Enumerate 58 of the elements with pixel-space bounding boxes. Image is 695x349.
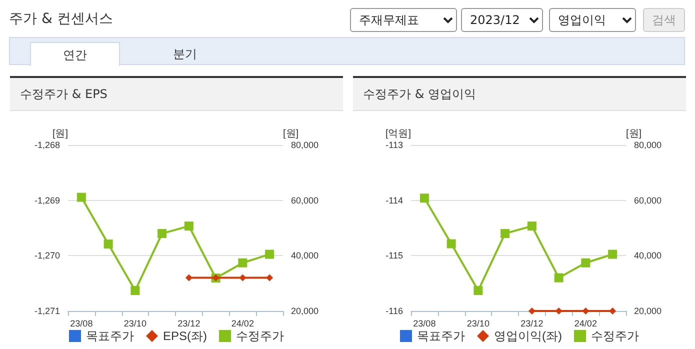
legend-label: 영업이익(좌) <box>494 329 562 343</box>
y2-axis-title: [원] <box>626 128 642 140</box>
y-tick-label: -1,269 <box>34 195 60 206</box>
point <box>184 222 194 231</box>
x-tick-label: 23/12 <box>178 318 200 328</box>
y-tick-label: -1,268 <box>34 140 60 150</box>
text: 분기 <box>172 46 198 63</box>
dropdown-field: 2023/12 <box>461 8 543 32</box>
chart-title: 수정주가 & EPS <box>10 78 343 111</box>
x-tick-label: 23/10 <box>124 318 146 328</box>
y2-tick-label: 60,000 <box>291 195 319 206</box>
x-tick-label: 23/08 <box>413 318 436 328</box>
dropdown-field: 주재무제표 <box>350 8 457 32</box>
point <box>158 229 167 238</box>
y2-tick-label: 40,000 <box>291 250 319 261</box>
legend-label: 목표주가 <box>417 329 466 343</box>
x-tick-label: 24/02 <box>231 318 254 328</box>
point <box>130 286 140 296</box>
y2-tick-label: 60,000 <box>634 195 662 206</box>
point <box>76 192 86 202</box>
search-button: 검색 <box>643 8 685 32</box>
y2-axis-title: [원] <box>283 128 299 140</box>
y-tick-label: -114 <box>386 195 403 206</box>
y-tick-label: -1,271 <box>34 306 60 316</box>
y-tick-label: -115 <box>386 250 403 261</box>
y-tick-label: -113 <box>386 140 403 150</box>
chart-title: 수정주가 & 영업이익 <box>353 78 686 111</box>
y-axis-title: [원] <box>52 128 68 140</box>
legend-label: 수정주가 <box>236 329 284 343</box>
point <box>527 222 536 231</box>
point <box>474 286 483 296</box>
x-tick-label: 23/12 <box>520 318 544 328</box>
x-tick-label: 23/10 <box>466 318 490 328</box>
text: 연간 <box>30 42 120 66</box>
point <box>420 194 429 203</box>
y2-tick-label: 20,000 <box>634 306 662 316</box>
dropdown-field: 영업이익 <box>549 8 636 32</box>
point <box>104 240 113 249</box>
y2-tick-label: 80,000 <box>291 140 319 150</box>
point <box>554 273 564 282</box>
point <box>265 250 274 259</box>
y2-tick-label: 20,000 <box>291 306 319 316</box>
y-tick-label: -116 <box>386 306 403 316</box>
y-tick-label: -1,270 <box>34 250 60 261</box>
y2-tick-label: 80,000 <box>634 140 662 150</box>
text: 주가 & 컨센서스 <box>9 10 113 28</box>
point <box>581 258 590 268</box>
x-tick-label: 24/02 <box>574 318 597 328</box>
y-axis-title: [억원] <box>385 128 412 140</box>
y2-tick-label: 40,000 <box>634 250 662 261</box>
legend-label: 수정주가 <box>590 329 639 343</box>
x-tick-label: 23/08 <box>70 318 93 328</box>
legend-label: EPS(좌) <box>163 329 208 343</box>
point <box>446 239 456 248</box>
point <box>238 258 248 268</box>
point <box>500 229 510 238</box>
point <box>608 250 618 259</box>
legend-label: 목표주가 <box>86 329 134 343</box>
